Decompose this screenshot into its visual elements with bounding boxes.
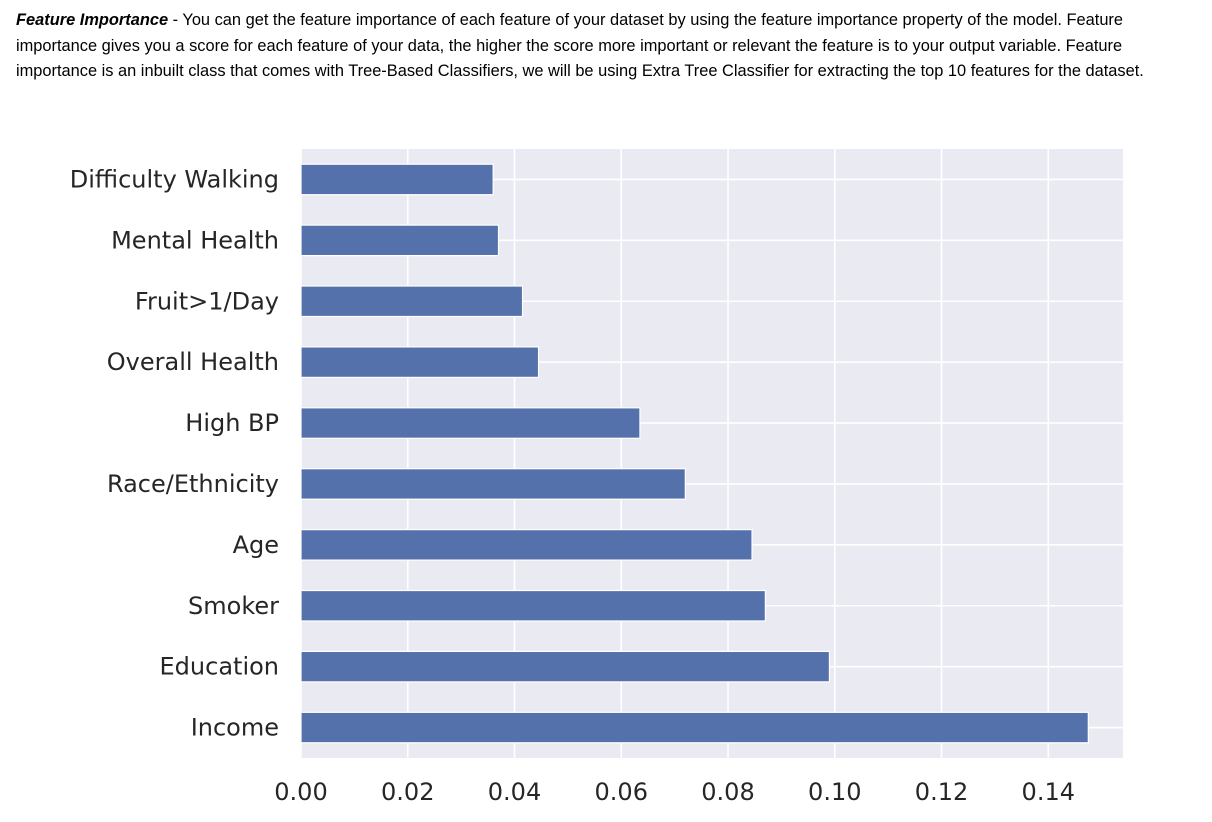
y-tick-label: Fruit>1/Day xyxy=(135,287,279,315)
y-tick-label: Mental Health xyxy=(111,226,279,254)
bar xyxy=(300,529,753,561)
bar xyxy=(300,285,524,318)
y-tick-label: Income xyxy=(191,714,279,742)
bar xyxy=(300,407,641,439)
y-tick-label: Difficulty Walking xyxy=(70,165,279,193)
bar xyxy=(300,650,831,683)
x-tick-label: 0.08 xyxy=(701,778,754,806)
y-tick-label: High BP xyxy=(185,409,279,437)
intro-paragraph: Feature Importance - You can get the fea… xyxy=(16,8,1201,85)
intro-lead: Feature Importance xyxy=(16,11,169,29)
bar xyxy=(300,224,500,257)
x-tick-label: 0.04 xyxy=(488,778,541,806)
x-tick-label: 0.14 xyxy=(1022,778,1075,806)
y-tick-label: Race/Ethnicity xyxy=(107,470,279,498)
bar xyxy=(300,346,540,378)
y-tick-label: Smoker xyxy=(188,592,279,620)
y-tick-label: Age xyxy=(233,531,279,559)
x-tick-label: 0.02 xyxy=(381,778,434,806)
x-tick-label: 0.00 xyxy=(274,778,327,806)
bar xyxy=(300,589,766,622)
bar xyxy=(300,163,494,196)
intro-text: - You can get the feature importance of … xyxy=(16,11,1144,80)
y-tick-label: Overall Health xyxy=(107,348,279,376)
bar xyxy=(300,711,1089,744)
x-tick-label: 0.12 xyxy=(915,778,968,806)
x-tick-label: 0.10 xyxy=(808,778,861,806)
bar xyxy=(300,468,686,500)
x-tick-label: 0.06 xyxy=(595,778,648,806)
y-tick-label: Education xyxy=(160,653,279,681)
